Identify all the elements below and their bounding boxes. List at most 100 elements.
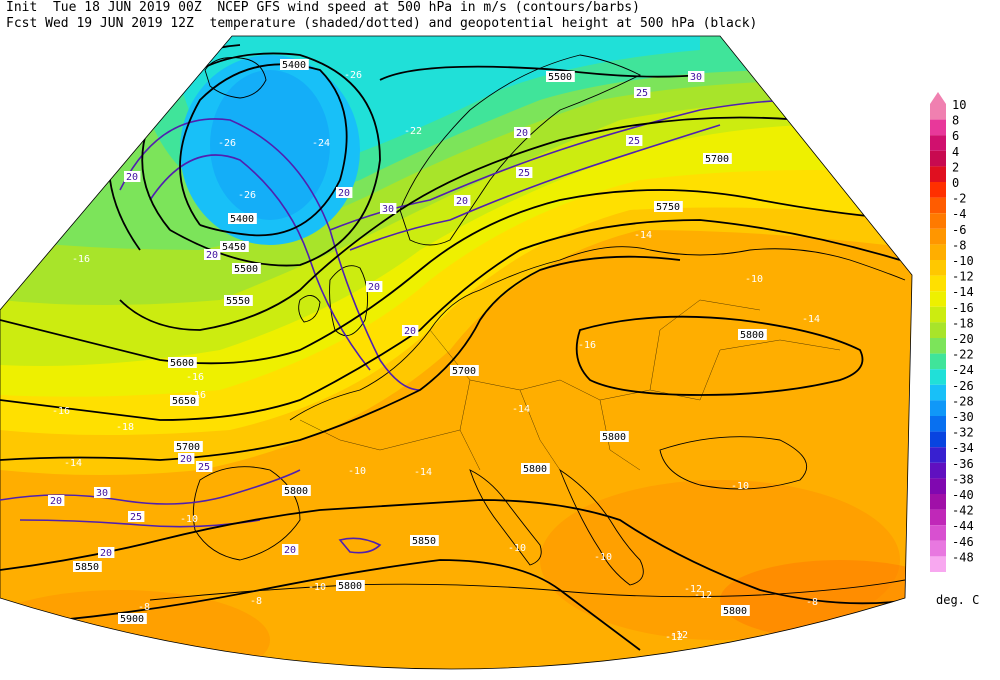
temp-label: -18 <box>116 422 134 433</box>
temperature-shading <box>0 36 912 669</box>
temp-label: -12 <box>665 632 683 643</box>
header-forecast-line: Fcst Wed 19 JUN 2019 12Z temperature (sh… <box>6 16 758 31</box>
height-label: 5900 <box>120 614 144 625</box>
label-background <box>738 329 767 340</box>
wind-speed-contours <box>0 99 801 554</box>
height-label: 5400 <box>282 60 306 71</box>
height-label: 5500 <box>548 72 572 83</box>
height-label: 5700 <box>176 442 200 453</box>
temp-label: -10 <box>180 514 198 525</box>
temp-label: -8 <box>806 597 818 608</box>
label-background <box>128 511 145 522</box>
temp-label: -8 <box>250 596 262 607</box>
temp-label: -16 <box>72 254 90 265</box>
label-background <box>454 195 471 206</box>
height-label: 5850 <box>412 536 436 547</box>
label-background <box>170 395 199 406</box>
label-background <box>220 241 249 252</box>
label-background <box>232 263 261 274</box>
label-background <box>521 463 550 474</box>
label-background <box>516 167 533 178</box>
temp-label: -14 <box>512 404 530 415</box>
wind-label: 20 <box>404 326 416 337</box>
height-label: 5650 <box>172 396 196 407</box>
label-background <box>196 461 213 472</box>
label-background <box>688 71 705 82</box>
label-background <box>380 203 397 214</box>
wind-label: 20 <box>338 188 350 199</box>
height-label: 5700 <box>452 366 476 377</box>
height-label: 5600 <box>170 358 194 369</box>
header-init-line: Init Tue 18 JUN 2019 00Z NCEP GFS wind s… <box>6 0 640 15</box>
wind-label: 30 <box>382 204 394 215</box>
temp-label: -14 <box>414 467 432 478</box>
label-background <box>174 441 203 452</box>
label-background <box>450 365 479 376</box>
label-background <box>634 87 651 98</box>
wind-label: 20 <box>456 196 468 207</box>
temp-label: -16 <box>52 406 70 417</box>
legend-unit: deg. C <box>936 593 980 607</box>
label-background <box>410 535 439 546</box>
temp-label: -10 <box>731 481 749 492</box>
wind-label: 20 <box>516 128 528 139</box>
label-background <box>73 561 102 572</box>
label-background <box>118 613 147 624</box>
height-label: 5450 <box>222 242 246 253</box>
label-background <box>204 249 221 260</box>
label-background <box>168 357 197 368</box>
label-background <box>280 59 309 70</box>
height-label: 5750 <box>656 202 680 213</box>
wind-label: 20 <box>50 496 62 507</box>
temp-label: -24 <box>312 138 330 149</box>
wind-label: 20 <box>206 250 218 261</box>
wind-label: 25 <box>636 88 648 99</box>
label-background <box>626 135 643 146</box>
label-background <box>282 485 311 496</box>
wind-label: 25 <box>518 168 530 179</box>
label-background <box>224 295 253 306</box>
temp-label: -10 <box>308 582 326 593</box>
height-label: 5400 <box>230 214 254 225</box>
temp-label: -14 <box>64 458 82 469</box>
wind-label: 30 <box>96 488 108 499</box>
label-background <box>124 171 141 182</box>
label-background <box>48 495 65 506</box>
height-label: 5700 <box>705 154 729 165</box>
label-background <box>703 153 732 164</box>
height-label: 5800 <box>723 606 747 617</box>
height-label: 5800 <box>338 581 362 592</box>
temp-label: -12 <box>670 630 688 641</box>
temp-label: -10 <box>594 552 612 563</box>
wind-speed-labels: 30 25 25 20 20 20 25 20 20 20 20 30 20 30 25 20 25 20 20 <box>48 71 705 559</box>
temp-label: -10 <box>745 274 763 285</box>
coastlines <box>149 54 906 601</box>
label-background <box>336 580 365 591</box>
temp-label: -10 <box>508 543 526 554</box>
temp-label: -8 <box>138 602 150 613</box>
label-background <box>721 605 750 616</box>
wind-label: 20 <box>126 172 138 183</box>
wind-label: 25 <box>198 462 210 473</box>
label-background <box>600 431 629 442</box>
wind-label: 20 <box>284 545 296 556</box>
height-label: 5800 <box>284 486 308 497</box>
label-background <box>98 547 115 558</box>
label-background <box>366 281 383 292</box>
label-background <box>514 127 531 138</box>
height-label: 5500 <box>234 264 258 275</box>
temp-label: -14 <box>634 230 652 241</box>
wind-label: 20 <box>180 454 192 465</box>
height-label: 5800 <box>523 464 547 475</box>
temp-label: -22 <box>404 126 422 137</box>
label-background <box>282 544 299 555</box>
wind-label: 30 <box>690 72 702 83</box>
label-background <box>654 201 683 212</box>
label-background <box>546 71 575 82</box>
height-contour-labels: 5400 5500 5400 5450 5500 5550 5600 5650 5700 5700… <box>73 59 767 625</box>
temp-label: -16 <box>188 390 206 401</box>
geopotential-height-contours <box>0 44 912 651</box>
label-background <box>178 453 195 464</box>
map-projection-outline <box>0 35 913 670</box>
label-background <box>402 325 419 336</box>
